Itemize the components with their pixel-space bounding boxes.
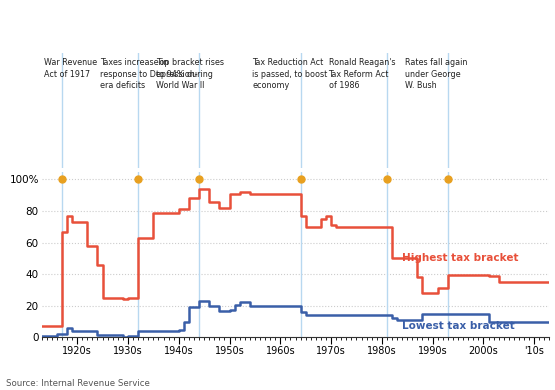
Text: Ronald Reagan's
Tax Reform Act
of 1986: Ronald Reagan's Tax Reform Act of 1986 — [329, 58, 395, 90]
Text: Lowest tax bracket: Lowest tax bracket — [402, 321, 515, 331]
Text: Top bracket rises
to 94% during
World War II: Top bracket rises to 94% during World Wa… — [156, 58, 224, 90]
Text: Source: Internal Revenue Service: Source: Internal Revenue Service — [6, 379, 149, 388]
Text: War Revenue
Act of 1917: War Revenue Act of 1917 — [44, 58, 97, 78]
Text: | Tax rates over the past century: | Tax rates over the past century — [93, 13, 370, 32]
Text: Tax Reduction Act
is passed, to boost
economy: Tax Reduction Act is passed, to boost ec… — [253, 58, 327, 90]
Text: Rates fall again
under George
W. Bush: Rates fall again under George W. Bush — [405, 58, 467, 90]
Text: Deep Pockets: Deep Pockets — [7, 13, 140, 32]
Text: Taxes increase in
response to Depression-
era deficits: Taxes increase in response to Depression… — [100, 58, 198, 90]
Text: Highest tax bracket: Highest tax bracket — [402, 253, 519, 263]
